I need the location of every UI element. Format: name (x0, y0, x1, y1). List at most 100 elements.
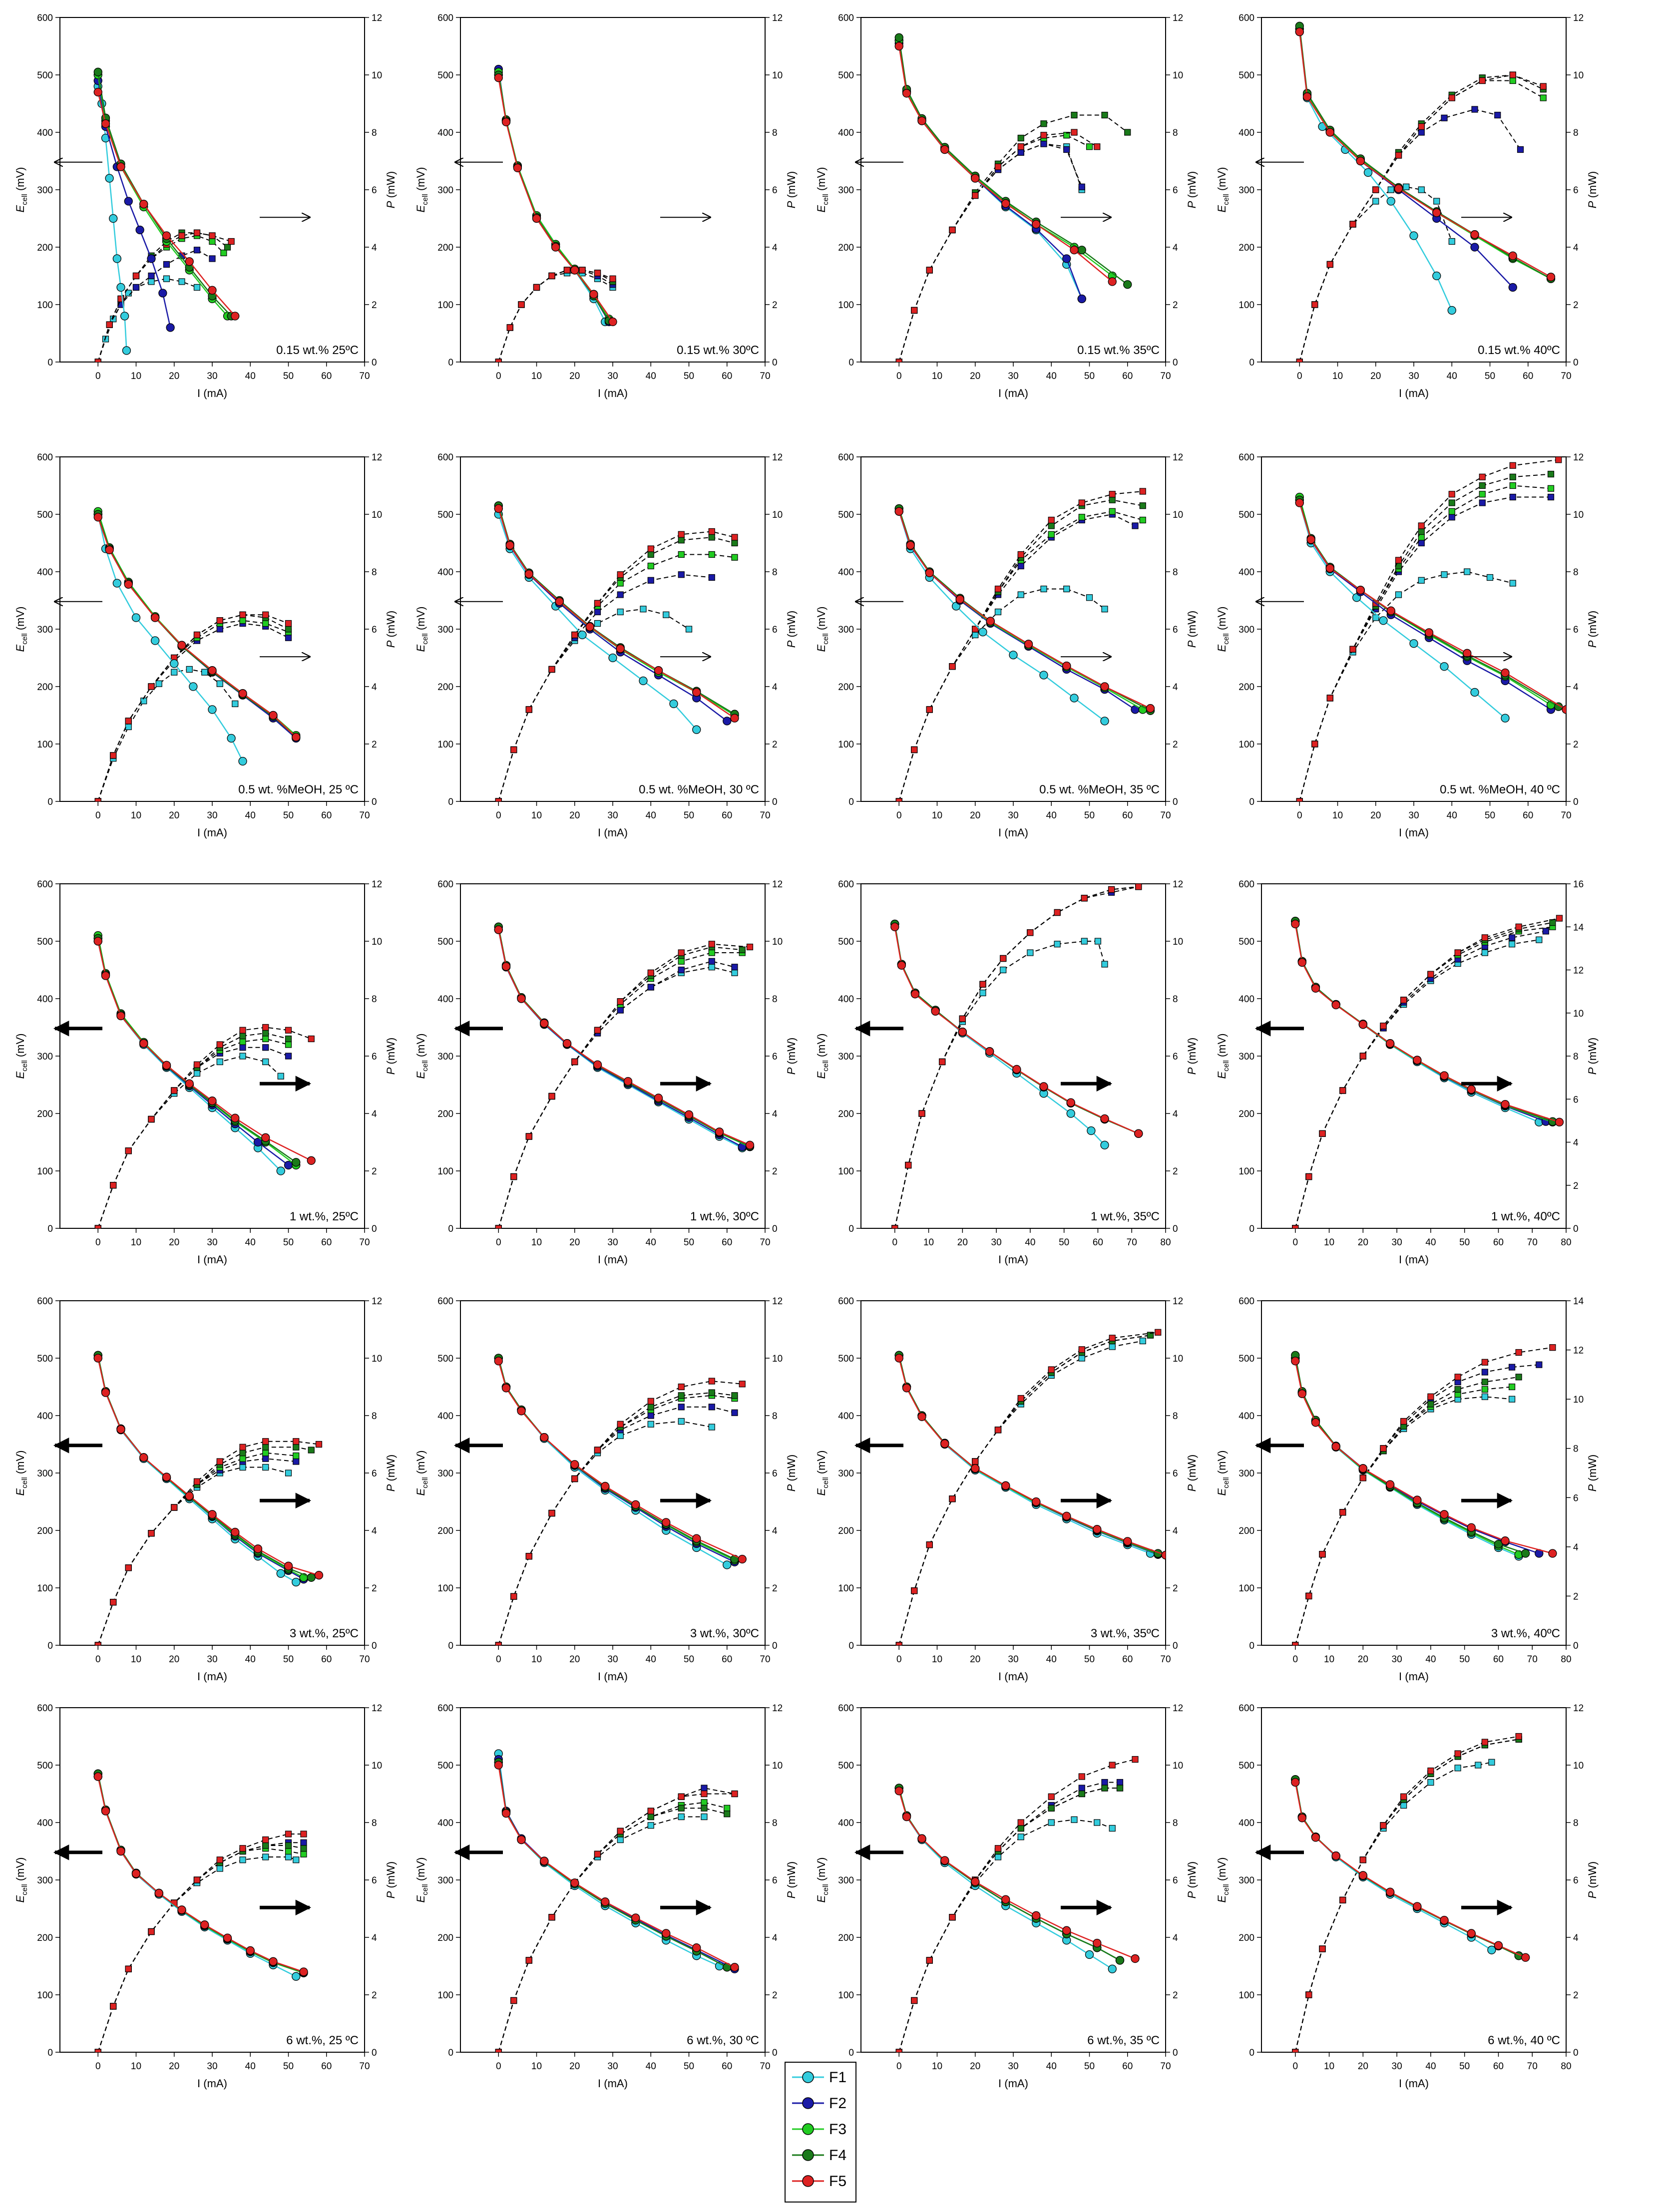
y2-axis-label: P (mW) (785, 171, 798, 209)
y-tick-label: 300 (37, 1052, 53, 1062)
power-point (548, 1509, 555, 1517)
power-point (617, 591, 624, 598)
power-point (708, 574, 715, 581)
voltage-point (631, 1500, 640, 1509)
y2-tick-label: 12 (1173, 452, 1183, 463)
y-tick-label: 300 (838, 1052, 854, 1062)
voltage-point (1123, 280, 1132, 289)
power-point (125, 1965, 132, 1972)
voltage-point (1508, 283, 1517, 292)
x-tick-label: 20 (169, 810, 179, 821)
power-point (1147, 1332, 1154, 1339)
x-tick-label: 20 (569, 810, 580, 821)
voltage-point (986, 617, 995, 626)
power-point (277, 1073, 284, 1080)
power-point (979, 989, 986, 997)
x-tick-label: 70 (1160, 2061, 1171, 2072)
y2-tick-label: 10 (772, 1761, 783, 1771)
x-tick-label: 0 (892, 1237, 897, 1248)
chart-panel: 0 100 200 300 400 500 600 0 2 4 6 8 10 12 0 10 20 30 40 50 6… (1216, 452, 1599, 839)
power-point (1481, 1386, 1488, 1393)
y-tick-label: 400 (1239, 1818, 1254, 1829)
power-curve-f3 (1294, 926, 1553, 1228)
power-point (1380, 1445, 1387, 1452)
voltage-point (238, 689, 247, 698)
x-tick-label: 30 (207, 2061, 217, 2072)
power-point (209, 232, 216, 239)
power-curve-f5 (498, 1793, 735, 2052)
x-tick-label: 30 (607, 371, 618, 381)
power-curve-f5 (498, 1380, 743, 1645)
y2-tick-label: 10 (372, 70, 382, 81)
x-tick-label: 10 (1332, 810, 1343, 821)
x-tick-label: 0 (95, 1237, 101, 1248)
voltage-curve-f4 (97, 1355, 312, 1578)
y-tick-label: 400 (37, 128, 53, 138)
y2-tick-label: 2 (1173, 1990, 1178, 2001)
x-tick-label: 0 (1292, 2061, 1298, 2072)
x-tick-label: 30 (1008, 2061, 1018, 2072)
power-point (1305, 1991, 1312, 1998)
power-point (102, 336, 109, 343)
power-point (571, 631, 578, 639)
power-point (1454, 1765, 1461, 1772)
y2-tick-label: 4 (372, 243, 377, 253)
x-tick-label: 70 (359, 810, 370, 821)
power-point (609, 275, 616, 282)
voltage-point (978, 628, 987, 637)
power-point (548, 1093, 555, 1100)
chart-panel: 0 100 200 300 400 500 600 0 2 4 6 8 10 12 0 10 20 30 40 50 6… (1216, 13, 1599, 399)
voltage-point (1077, 246, 1086, 255)
y2-axis-label: P (mW) (1586, 1861, 1599, 1899)
voltage-curve-f2 (498, 929, 743, 1147)
y2-axis-label: P (mW) (785, 1455, 798, 1492)
power-point (285, 1035, 292, 1043)
power-curve-f2 (898, 1335, 1151, 1645)
plot-area (1295, 457, 1566, 801)
power-point (285, 1041, 292, 1048)
power-point (1547, 470, 1555, 478)
power-point (1048, 1793, 1055, 1800)
y2-tick-label: 12 (1173, 1296, 1183, 1307)
y-tick-label: 400 (437, 567, 453, 578)
power-point (293, 1458, 300, 1465)
power-point (617, 1007, 624, 1014)
y-tick-label: 0 (848, 1224, 854, 1234)
voltage-point (185, 1079, 194, 1088)
power-point (1555, 457, 1562, 463)
x-tick-label: 60 (321, 2061, 332, 2072)
x-tick-label: 70 (359, 2061, 370, 2072)
y-axis-label: Ecell (mV) (815, 1451, 830, 1496)
voltage-point (292, 1577, 301, 1587)
power-point (262, 1058, 269, 1066)
power-point (1540, 83, 1547, 90)
y2-axis-label: P (mW) (1586, 611, 1599, 648)
voltage-point (1108, 277, 1117, 286)
power-point (216, 1865, 223, 1872)
x-tick-label: 20 (1358, 2061, 1368, 2072)
voltage-point (170, 659, 179, 668)
plot-area (894, 488, 1155, 801)
y2-axis-label: P (mW) (1586, 1038, 1599, 1075)
power-point (731, 1790, 738, 1798)
x-tick-label: 10 (131, 371, 141, 381)
power-point (293, 1444, 300, 1451)
power-point (1448, 94, 1455, 101)
y-tick-label: 100 (37, 739, 53, 750)
y2-tick-label: 8 (1573, 1444, 1579, 1455)
power-point (1326, 261, 1333, 268)
y2-tick-label: 10 (1573, 1395, 1584, 1405)
voltage-point (1108, 1964, 1117, 1973)
x-tick-label: 30 (207, 1654, 217, 1665)
power-point (525, 1957, 532, 1964)
x-axis-label: I (mA) (998, 2077, 1028, 2090)
power-point (110, 2003, 117, 2010)
power-point (171, 1087, 178, 1094)
power-curve-f2 (1294, 1364, 1539, 1645)
y2-tick-label: 2 (372, 1166, 377, 1177)
voltage-point (902, 1812, 911, 1822)
power-point (495, 359, 502, 362)
y2-tick-label: 0 (1573, 358, 1579, 368)
power-curve-f5 (1299, 459, 1559, 801)
power-curve-f2 (97, 1842, 304, 2052)
